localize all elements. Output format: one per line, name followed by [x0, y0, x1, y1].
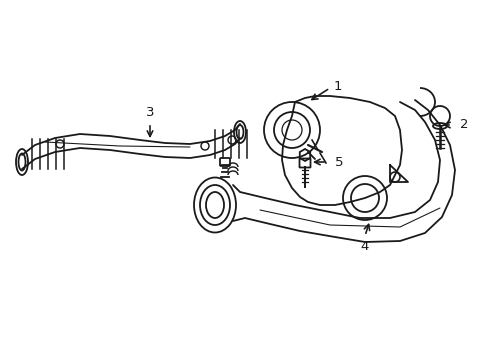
- Text: 1: 1: [333, 80, 342, 93]
- Text: 3: 3: [145, 105, 154, 118]
- Text: 5: 5: [334, 156, 343, 168]
- Text: 2: 2: [459, 118, 468, 131]
- Text: 4: 4: [360, 239, 368, 252]
